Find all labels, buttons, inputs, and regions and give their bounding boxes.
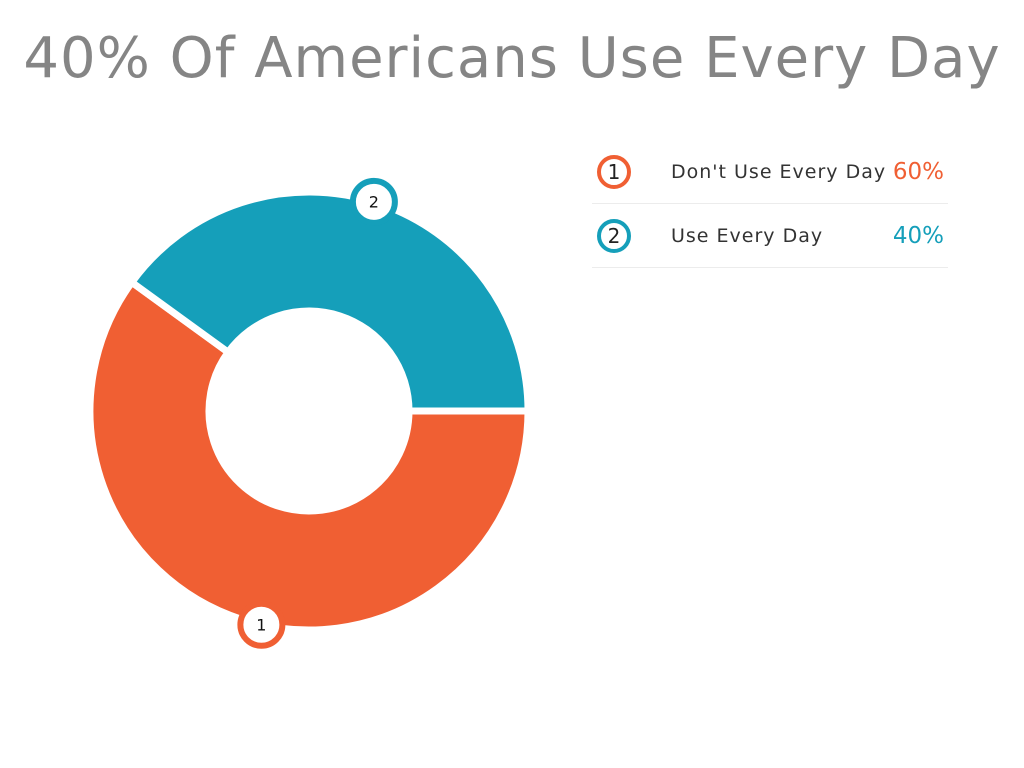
legend-item-dont-use: 1 Don't Use Every Day 60% xyxy=(592,140,948,204)
slice-marker-1: 1 xyxy=(237,600,286,649)
legend-value: 60% xyxy=(892,158,944,185)
legend-label: Use Every Day xyxy=(671,224,824,247)
donut-slice-2 xyxy=(126,188,532,415)
legend-marker: 2 xyxy=(597,218,631,253)
donut-slice-1 xyxy=(86,277,532,634)
legend-item-use: 2 Use Every Day 40% xyxy=(592,204,948,268)
slice-marker-label: 2 xyxy=(369,192,379,211)
slice-marker-label: 1 xyxy=(256,615,266,634)
slice-marker-circle xyxy=(349,177,398,226)
chart-legend: 1 Don't Use Every Day 60% 2 Use Every Da… xyxy=(592,140,948,268)
chart-title: 40% Of Americans Use Every Day xyxy=(23,26,1001,91)
slice-marker-circle xyxy=(237,600,286,649)
slice-marker-2: 2 xyxy=(349,177,398,226)
legend-value: 40% xyxy=(892,222,944,249)
legend-label: Don't Use Every Day xyxy=(671,160,887,183)
legend-marker: 1 xyxy=(597,154,631,189)
